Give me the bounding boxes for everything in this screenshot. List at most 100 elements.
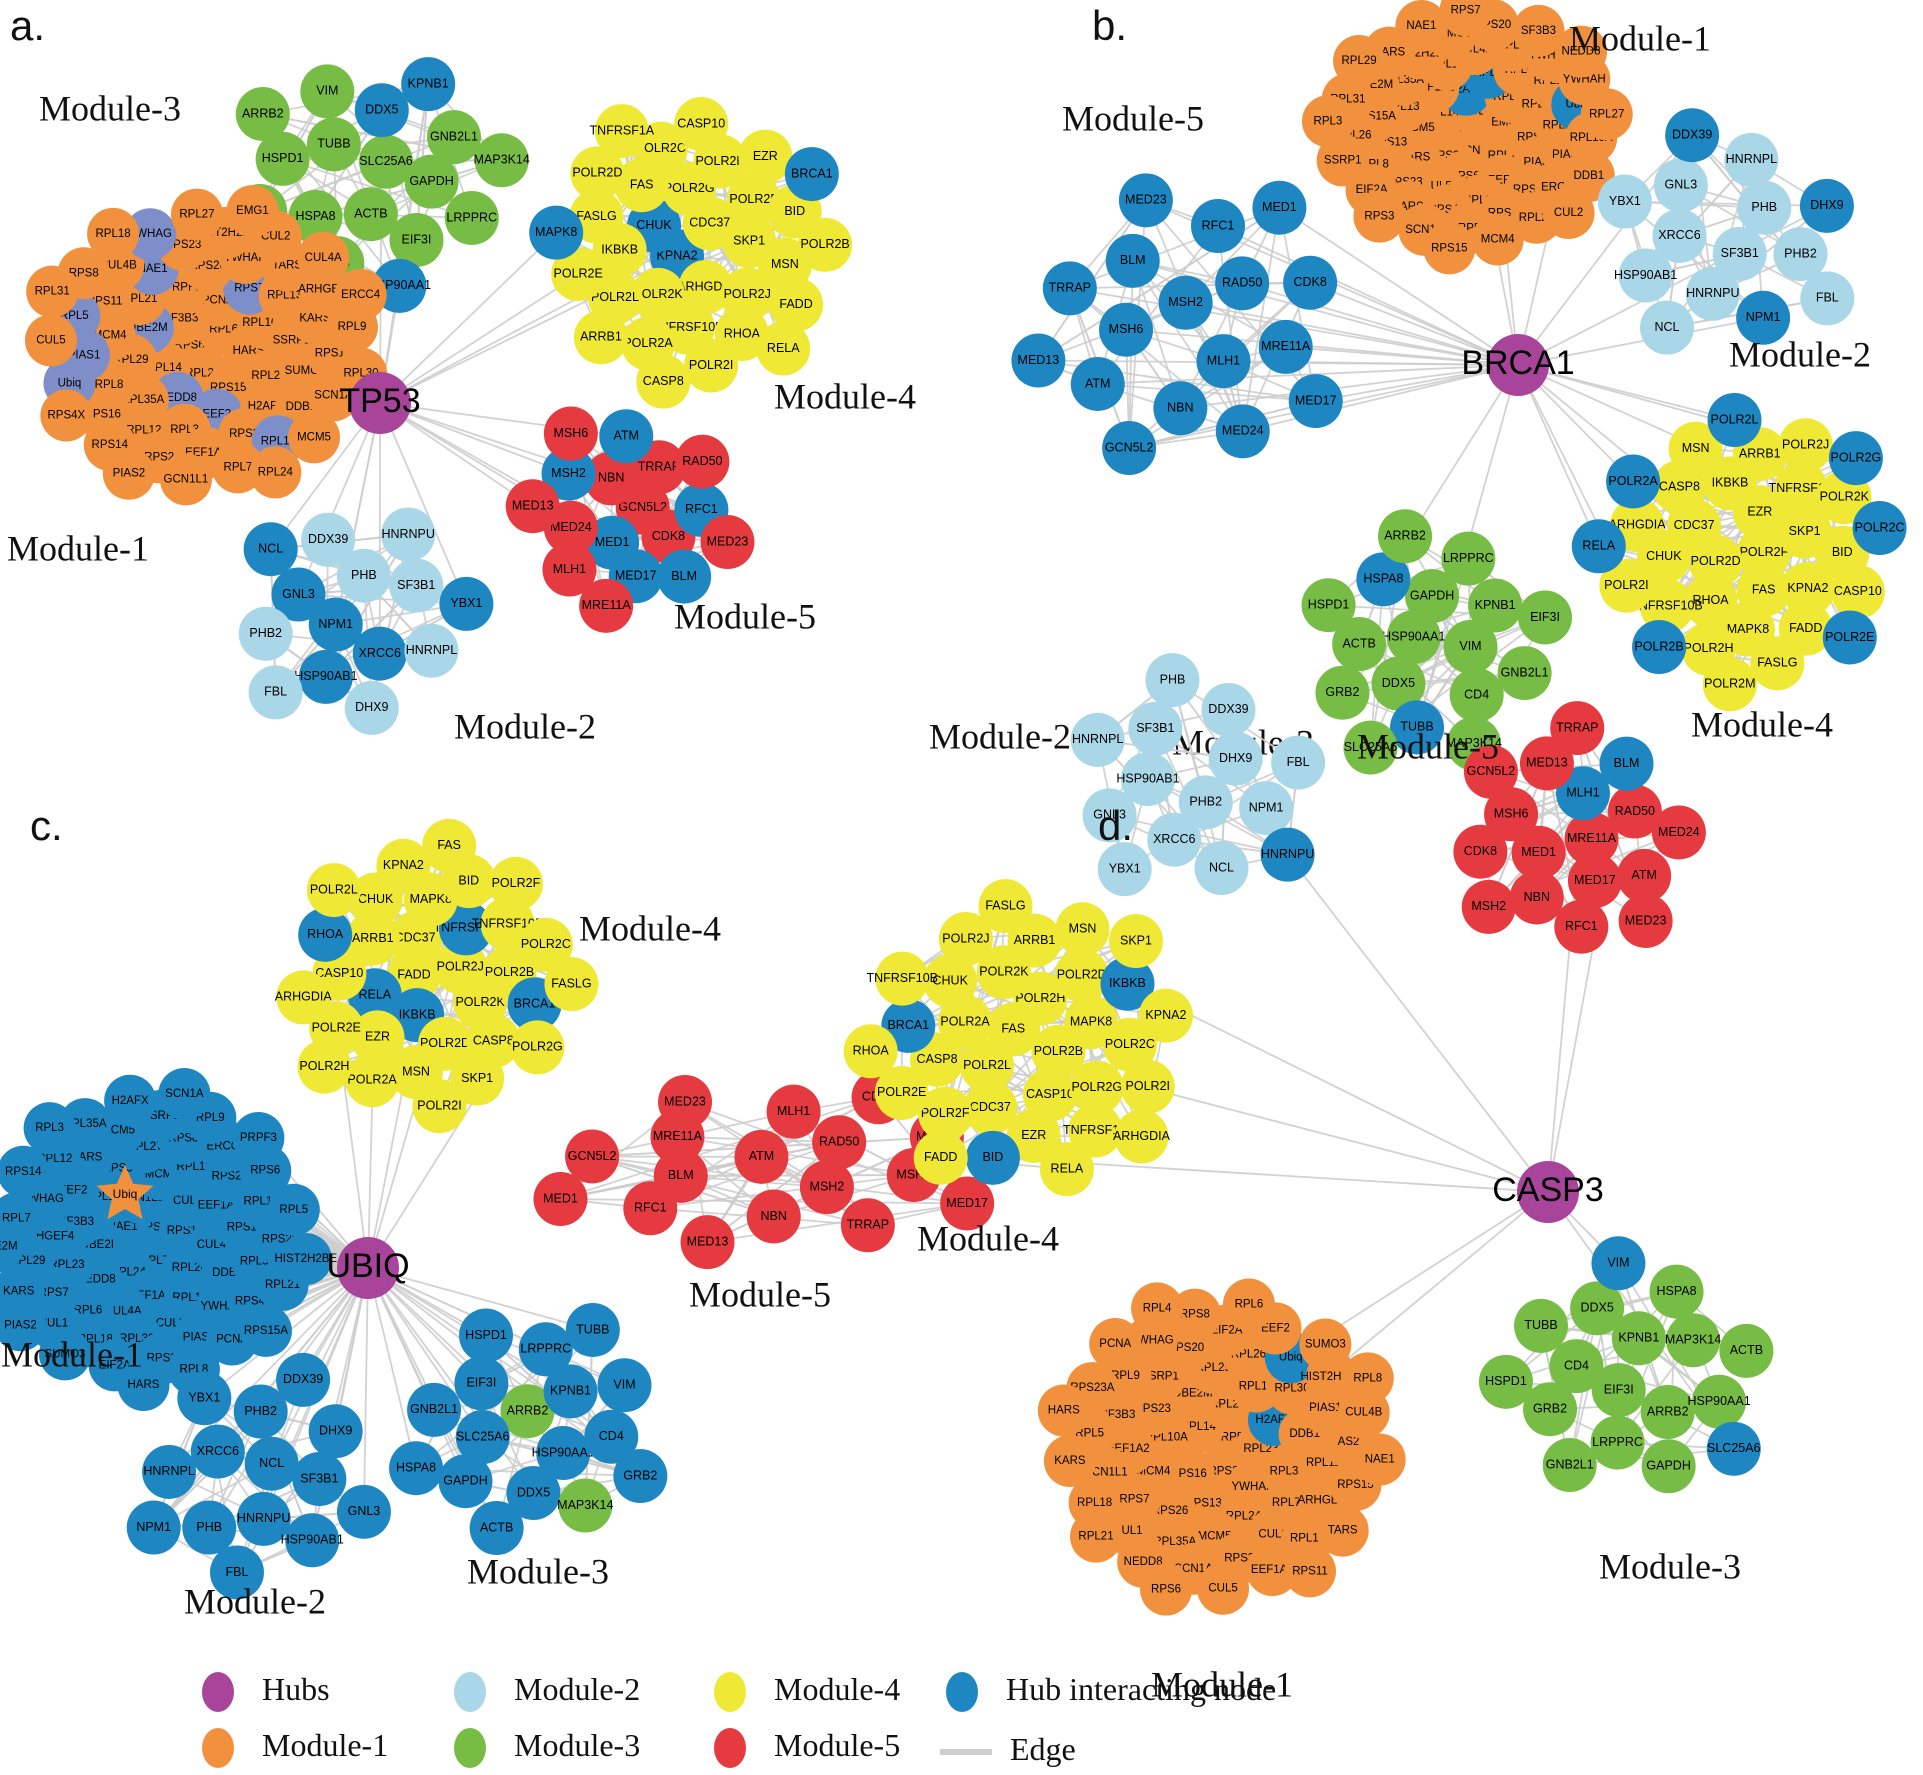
node-rpl31[interactable] <box>26 265 79 318</box>
node-rfc1[interactable] <box>1554 899 1609 954</box>
node-med13[interactable] <box>505 479 560 534</box>
node-sf3b3[interactable] <box>1512 4 1565 57</box>
node-polr2j[interactable] <box>938 911 993 966</box>
node-polr2f[interactable] <box>918 1086 973 1141</box>
node-ube2m[interactable] <box>0 1220 24 1273</box>
node-faslg[interactable] <box>544 957 599 1012</box>
node-pias2[interactable] <box>102 447 155 500</box>
node-map3k14[interactable] <box>1666 1313 1721 1368</box>
node-nbn[interactable] <box>1509 870 1564 925</box>
node-polr2c[interactable] <box>1102 1017 1157 1072</box>
node-atm[interactable] <box>1617 848 1672 903</box>
node-mapk8[interactable] <box>529 205 584 260</box>
node-dhx9[interactable] <box>308 1404 363 1459</box>
node-rad50[interactable] <box>1215 256 1270 311</box>
node-fbl[interactable] <box>248 665 303 720</box>
node-med24[interactable] <box>1651 805 1706 860</box>
node-ncl[interactable] <box>1639 300 1694 355</box>
node-gnl3[interactable] <box>1653 158 1708 213</box>
node-msh2[interactable] <box>541 446 596 501</box>
hub-node-tp53[interactable] <box>349 372 411 434</box>
node-kpna2[interactable] <box>1780 561 1835 616</box>
node-atm[interactable] <box>599 409 654 464</box>
node-hnrnpl[interactable] <box>142 1444 197 1499</box>
node-msh6[interactable] <box>1484 787 1539 842</box>
node-kars[interactable] <box>1043 1435 1096 1488</box>
node-polr2g[interactable] <box>1828 431 1883 486</box>
node-msh2[interactable] <box>1158 275 1213 330</box>
node-kpna2[interactable] <box>376 838 431 893</box>
node-skp1[interactable] <box>1108 914 1163 969</box>
node-trrap[interactable] <box>1042 261 1097 316</box>
hub-node-brca1[interactable] <box>1487 334 1549 396</box>
node-cdk8[interactable] <box>1283 255 1338 310</box>
node-eif3i[interactable] <box>1518 590 1573 645</box>
node-hspd1[interactable] <box>459 1308 514 1363</box>
node-eif3i[interactable] <box>389 212 444 267</box>
node-lrpprc[interactable] <box>1441 531 1496 586</box>
node-hspd1[interactable] <box>1301 578 1356 633</box>
node-hsp90ab1[interactable] <box>1120 752 1175 807</box>
node-nbn[interactable] <box>584 451 639 506</box>
node-dhx9[interactable] <box>1208 731 1263 786</box>
node-rps3[interactable] <box>1353 190 1406 243</box>
node-ezr[interactable] <box>738 129 793 184</box>
node-med1[interactable] <box>533 1172 588 1227</box>
node-vim[interactable] <box>597 1358 652 1413</box>
node-polr2a[interactable] <box>938 994 993 1049</box>
node-polr2f[interactable] <box>1736 525 1791 580</box>
node-tnfrsf10b[interactable] <box>1639 579 1694 634</box>
node-actb[interactable] <box>1332 617 1387 672</box>
node-skp1[interactable] <box>450 1051 505 1106</box>
node-casp10[interactable] <box>1022 1067 1077 1122</box>
node-arhgdia[interactable] <box>1114 1109 1169 1164</box>
node-lrpprc[interactable] <box>518 1322 573 1377</box>
node-hspd1[interactable] <box>255 131 310 186</box>
node-phb[interactable] <box>1737 180 1792 235</box>
node-hnrnpu[interactable] <box>1685 266 1740 321</box>
node-gcn5l2[interactable] <box>1463 744 1518 799</box>
node-polr2a[interactable] <box>1606 454 1661 509</box>
node-hnrnpu[interactable] <box>1260 827 1315 882</box>
node-med1[interactable] <box>1252 180 1307 235</box>
node-kpna2[interactable] <box>1138 988 1193 1043</box>
node-xrcc6[interactable] <box>1147 812 1202 867</box>
node-rfc1[interactable] <box>1190 199 1245 254</box>
node-sf3b1[interactable] <box>1712 226 1767 281</box>
node-rela[interactable] <box>756 321 811 376</box>
node-rpl3[interactable] <box>23 1102 76 1155</box>
node-ddx5[interactable] <box>506 1466 561 1521</box>
node-rpl27[interactable] <box>170 188 223 241</box>
node-gcn5l2[interactable] <box>565 1129 620 1184</box>
node-sf3b1[interactable] <box>389 558 444 613</box>
node-kpnb1[interactable] <box>1611 1311 1666 1366</box>
node-rhoa[interactable] <box>843 1024 898 1079</box>
node-hsp90aa1[interactable] <box>536 1426 591 1481</box>
node-gnb2l1[interactable] <box>1497 646 1552 701</box>
node-mlh1[interactable] <box>1196 334 1251 389</box>
node-mlh1[interactable] <box>542 542 597 597</box>
node-chuk[interactable] <box>923 954 978 1009</box>
node-grb2[interactable] <box>613 1449 668 1504</box>
node-hist2h2be[interactable] <box>279 1233 332 1286</box>
node-hnrnpl[interactable] <box>404 623 459 678</box>
node-gnl3[interactable] <box>271 567 326 622</box>
node-polr2i[interactable] <box>1599 558 1654 613</box>
node-rpl29[interactable] <box>1333 34 1386 87</box>
node-xrcc6[interactable] <box>1652 208 1707 263</box>
node-arrb1[interactable] <box>573 310 628 365</box>
node-polr2d[interactable] <box>1054 948 1109 1003</box>
node-npm1[interactable] <box>1736 290 1791 345</box>
node-actb[interactable] <box>343 187 398 242</box>
node-slc25a6[interactable] <box>1706 1421 1761 1476</box>
node-rfc1[interactable] <box>623 1181 678 1236</box>
node-arhgdia[interactable] <box>276 970 331 1025</box>
node-nae1[interactable] <box>1395 0 1448 53</box>
node-hars[interactable] <box>117 1358 170 1411</box>
node-prpf3[interactable] <box>232 1112 285 1165</box>
node-rhoa[interactable] <box>298 907 353 962</box>
node-med23[interactable] <box>1118 173 1173 228</box>
node-rpl4[interactable] <box>1131 1282 1184 1335</box>
node-ddx39[interactable] <box>1665 108 1720 163</box>
node-polr2b[interactable] <box>798 217 853 272</box>
